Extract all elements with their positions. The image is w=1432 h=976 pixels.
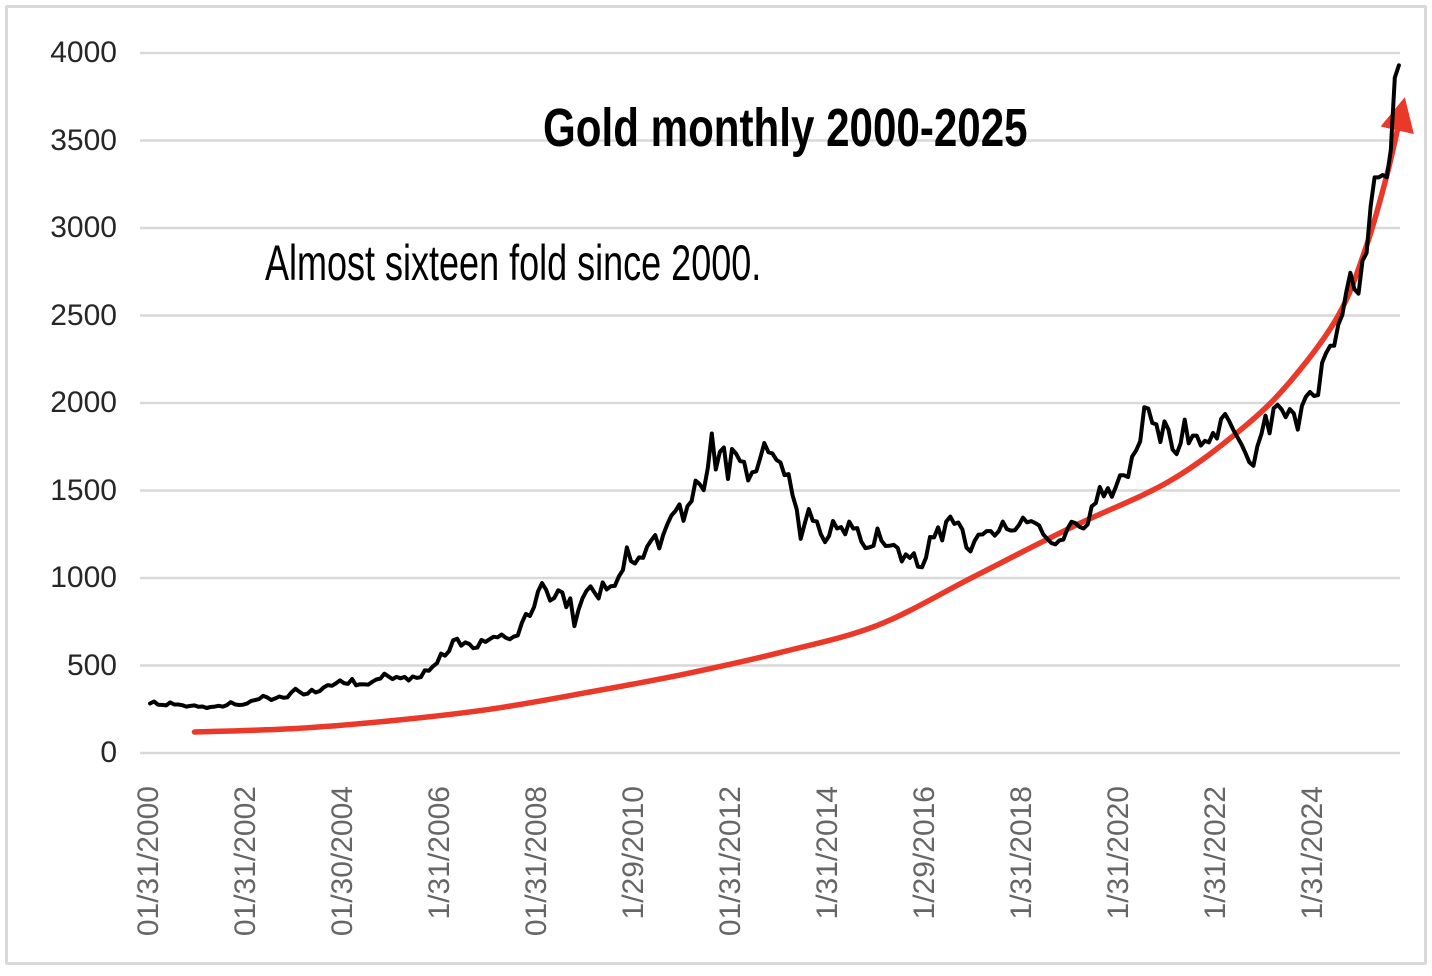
x-tick-label-1-29-2010: 1/29/2010 [617,786,650,920]
y-tick-label-3000: 3000 [50,211,117,244]
y-tick-label-1500: 1500 [50,473,117,507]
trend-arrow-line [191,97,1414,735]
x-tick-label-01-30-2004: 01/30/2004 [326,786,359,937]
x-tick-label-1-31-2006: 1/31/2006 [423,786,456,920]
chart-title: Gold monthly 2000-2025 [543,98,1028,158]
y-tick-label-2500: 2500 [50,298,117,332]
x-tick-label-01-31-2012: 01/31/2012 [714,786,747,937]
x-tick-label-1-31-2022: 1/31/2022 [1199,786,1232,920]
y-tick-label-3500: 3500 [50,123,117,157]
gridlines [140,51,1400,755]
y-tick-label-0: 0 [100,736,117,769]
x-tick-label-1-31-2014: 1/31/2014 [811,786,844,920]
y-tick-label-2000: 2000 [50,386,117,419]
y-tick-label-4000: 4000 [50,36,117,69]
y-tick-label-1000: 1000 [50,561,117,594]
gold-price-line [148,63,1401,710]
x-tick-label-1-29-2016: 1/29/2016 [908,786,941,920]
x-tick-label-01-31-2000: 01/31/2000 [132,786,165,937]
x-tick-label-1-31-2024: 1/31/2024 [1296,786,1329,920]
x-tick-label-1-31-2018: 1/31/2018 [1005,786,1038,920]
x-tick-label-1-31-2020: 1/31/2020 [1102,786,1135,920]
y-tick-label-500: 500 [66,648,117,682]
chart-frame [5,5,1427,965]
x-tick-label-01-31-2008: 01/31/2008 [520,786,553,937]
x-tick-label-01-31-2002: 01/31/2002 [229,786,262,937]
chart-annotation: Almost sixteen fold since 2000. [265,235,762,291]
